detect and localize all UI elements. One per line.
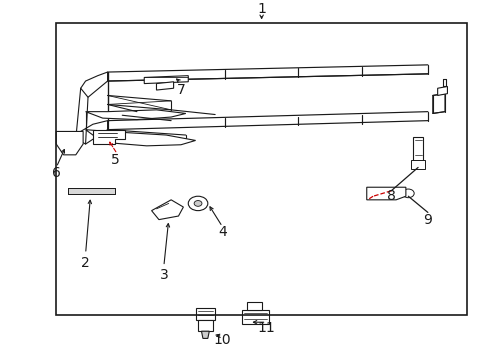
Polygon shape	[366, 187, 405, 200]
Polygon shape	[412, 137, 422, 162]
Circle shape	[194, 201, 202, 206]
Text: 3: 3	[159, 269, 168, 282]
Polygon shape	[81, 72, 107, 97]
Polygon shape	[156, 82, 173, 90]
Circle shape	[402, 189, 413, 198]
Polygon shape	[144, 76, 188, 84]
Circle shape	[188, 196, 207, 211]
Polygon shape	[68, 188, 115, 194]
Polygon shape	[85, 110, 185, 120]
Text: 2: 2	[81, 256, 90, 270]
Text: 9: 9	[423, 213, 431, 227]
Polygon shape	[198, 320, 212, 331]
Text: 1: 1	[257, 2, 265, 16]
Polygon shape	[410, 160, 425, 169]
Polygon shape	[56, 131, 83, 155]
Text: 11: 11	[257, 321, 275, 334]
Bar	[56, 23, 466, 315]
Polygon shape	[151, 200, 183, 220]
Circle shape	[64, 139, 76, 147]
Polygon shape	[85, 130, 195, 146]
Polygon shape	[76, 121, 107, 144]
Text: 6: 6	[52, 166, 61, 180]
Text: 5: 5	[110, 153, 119, 167]
Text: 7: 7	[176, 83, 185, 97]
Text: 10: 10	[213, 333, 231, 347]
Polygon shape	[195, 308, 215, 320]
Text: 8: 8	[386, 189, 395, 203]
Polygon shape	[246, 302, 261, 310]
Polygon shape	[93, 130, 124, 144]
Polygon shape	[437, 86, 447, 95]
Text: 4: 4	[218, 225, 226, 239]
Polygon shape	[242, 310, 268, 324]
Polygon shape	[432, 94, 444, 113]
Polygon shape	[201, 331, 209, 338]
